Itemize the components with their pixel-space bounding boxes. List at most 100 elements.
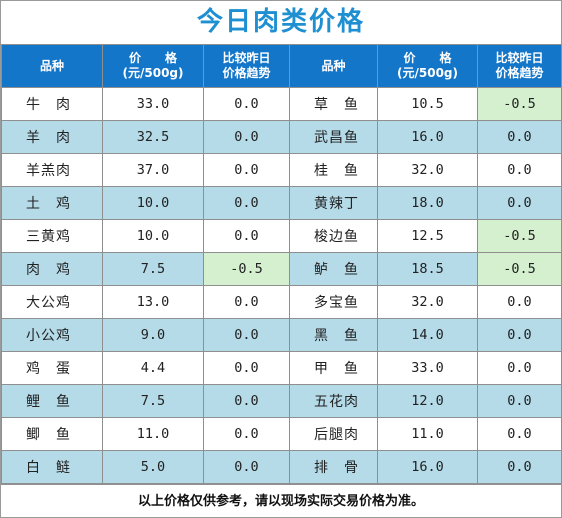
table-row: 鸡 蛋 4.4 0.0 甲 鱼 33.0 0.0 (1, 351, 562, 385)
left-item-name: 三黄鸡 (1, 219, 103, 253)
right-item-name: 鲈 鱼 (289, 252, 378, 286)
table-row: 鲫 鱼 11.0 0.0 后腿肉 11.0 0.0 (1, 417, 562, 451)
right-trend-value: 0.0 (477, 120, 562, 154)
right-trend-value: 0.0 (477, 285, 562, 319)
left-price-value: 7.5 (102, 384, 204, 418)
left-item-name: 肉 鸡 (1, 252, 103, 286)
left-item-name: 鸡 蛋 (1, 351, 103, 385)
right-item-name: 草 鱼 (289, 87, 378, 121)
right-trend-value: 0.0 (477, 186, 562, 220)
disclaimer-footer: 以上价格仅供参考，请以现场实际交易价格为准。 (1, 484, 561, 518)
right-trend-value: -0.5 (477, 252, 562, 286)
left-trend-value: 0.0 (203, 87, 290, 121)
right-price-value: 12.0 (377, 384, 478, 418)
left-trend-value: 0.0 (203, 318, 290, 352)
table-row: 大公鸡 13.0 0.0 多宝鱼 32.0 0.0 (1, 285, 562, 319)
left-item-name: 小公鸡 (1, 318, 103, 352)
table-row: 羊 肉 32.5 0.0 武昌鱼 16.0 0.0 (1, 120, 562, 154)
header-trend-left: 比较昨日 价格趋势 (203, 44, 290, 88)
left-item-name: 土 鸡 (1, 186, 103, 220)
right-item-name: 五花肉 (289, 384, 378, 418)
left-trend-value: 0.0 (203, 417, 290, 451)
header-price-label: 价 格 (128, 51, 177, 65)
left-item-name: 鲫 鱼 (1, 417, 103, 451)
left-item-name: 羊 肉 (1, 120, 103, 154)
right-trend-value: 0.0 (477, 450, 562, 484)
header-item-left: 品种 (1, 44, 103, 88)
right-price-value: 12.5 (377, 219, 478, 253)
header-price-unit: (元/500g) (122, 66, 184, 80)
right-item-name: 武昌鱼 (289, 120, 378, 154)
right-trend-value: 0.0 (477, 153, 562, 187)
header-price-unit: (元/500g) (397, 66, 458, 80)
table-row: 羊羔肉 37.0 0.0 桂 鱼 32.0 0.0 (1, 153, 562, 187)
right-price-value: 16.0 (377, 450, 478, 484)
right-item-name: 梭边鱼 (289, 219, 378, 253)
right-trend-value: -0.5 (477, 219, 562, 253)
table-row: 小公鸡 9.0 0.0 黑 鱼 14.0 0.0 (1, 318, 562, 352)
left-trend-value: 0.0 (203, 351, 290, 385)
right-price-value: 16.0 (377, 120, 478, 154)
right-price-value: 33.0 (377, 351, 478, 385)
header-trend-line2: 价格趋势 (222, 66, 271, 80)
header-price-left: 价 格 (元/500g) (102, 44, 204, 88)
left-price-value: 10.0 (102, 186, 204, 220)
right-item-name: 排 骨 (289, 450, 378, 484)
price-table: 品种 价 格 (元/500g) 比较昨日 价格趋势 品种 价 格 (元/500g… (1, 44, 562, 484)
header-price-right: 价 格 (元/500g) (377, 44, 478, 88)
right-trend-value: 0.0 (477, 417, 562, 451)
right-item-name: 黑 鱼 (289, 318, 378, 352)
right-price-value: 32.0 (377, 285, 478, 319)
right-item-name: 后腿肉 (289, 417, 378, 451)
left-trend-value: 0.0 (203, 384, 290, 418)
left-price-value: 9.0 (102, 318, 204, 352)
price-rows: 牛 肉 33.0 0.0 草 鱼 10.5 -0.5 羊 肉 32.5 0.0 武昌鱼 16.0 0.… (1, 87, 562, 484)
left-price-value: 37.0 (102, 153, 204, 187)
right-item-name: 桂 鱼 (289, 153, 378, 187)
left-item-name: 大公鸡 (1, 285, 103, 319)
header-trend-line1: 比较昨日 (222, 51, 271, 65)
right-item-name: 黄辣丁 (289, 186, 378, 220)
right-trend-value: 0.0 (477, 384, 562, 418)
table-header-row: 品种 价 格 (元/500g) 比较昨日 价格趋势 品种 价 格 (元/500g… (1, 44, 562, 88)
header-trend-line2: 价格趋势 (495, 66, 544, 80)
right-item-name: 甲 鱼 (289, 351, 378, 385)
right-price-value: 18.5 (377, 252, 478, 286)
right-price-value: 10.5 (377, 87, 478, 121)
right-price-value: 18.0 (377, 186, 478, 220)
table-row: 三黄鸡 10.0 0.0 梭边鱼 12.5 -0.5 (1, 219, 562, 253)
left-trend-value: 0.0 (203, 186, 290, 220)
left-price-value: 5.0 (102, 450, 204, 484)
right-price-value: 11.0 (377, 417, 478, 451)
left-price-value: 33.0 (102, 87, 204, 121)
left-price-value: 10.0 (102, 219, 204, 253)
page-title: 今日肉类价格 (196, 7, 365, 37)
right-trend-value: 0.0 (477, 351, 562, 385)
left-trend-value: -0.5 (203, 252, 290, 286)
left-item-name: 鲤 鱼 (1, 384, 103, 418)
left-trend-value: 0.0 (203, 219, 290, 253)
left-trend-value: 0.0 (203, 120, 290, 154)
table-row: 土 鸡 10.0 0.0 黄辣丁 18.0 0.0 (1, 186, 562, 220)
right-trend-value: 0.0 (477, 318, 562, 352)
right-price-value: 14.0 (377, 318, 478, 352)
left-trend-value: 0.0 (203, 285, 290, 319)
header-trend-right: 比较昨日 价格趋势 (477, 44, 562, 88)
header-price-label: 价 格 (403, 51, 452, 65)
header-item-right: 品种 (289, 44, 378, 88)
left-item-name: 牛 肉 (1, 87, 103, 121)
right-trend-value: -0.5 (477, 87, 562, 121)
left-price-value: 11.0 (102, 417, 204, 451)
left-trend-value: 0.0 (203, 450, 290, 484)
table-row: 鲤 鱼 7.5 0.0 五花肉 12.0 0.0 (1, 384, 562, 418)
left-price-value: 13.0 (102, 285, 204, 319)
right-item-name: 多宝鱼 (289, 285, 378, 319)
right-price-value: 32.0 (377, 153, 478, 187)
table-row: 白 鲢 5.0 0.0 排 骨 16.0 0.0 (1, 450, 562, 484)
table-row: 牛 肉 33.0 0.0 草 鱼 10.5 -0.5 (1, 87, 562, 121)
left-price-value: 7.5 (102, 252, 204, 286)
table-row: 肉 鸡 7.5 -0.5 鲈 鱼 18.5 -0.5 (1, 252, 562, 286)
left-trend-value: 0.0 (203, 153, 290, 187)
left-price-value: 32.5 (102, 120, 204, 154)
